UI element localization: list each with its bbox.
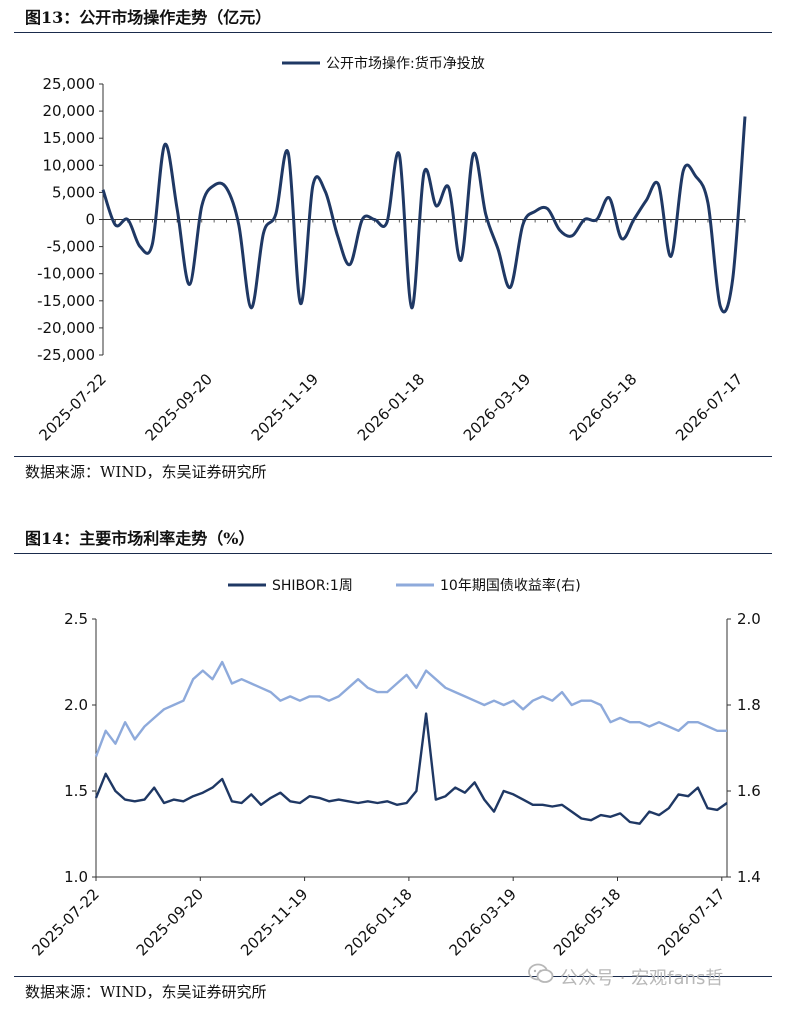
chart-legend: SHIBOR:1周 10年期国债收益率(右) xyxy=(228,577,581,594)
y2-tick-label: 2.0 xyxy=(737,610,761,628)
x-tick-label: 2026-01-18 xyxy=(354,370,428,444)
y-tick-label: -5,000 xyxy=(47,238,95,256)
x-tick-label: 2025-09-20 xyxy=(142,370,216,444)
y-tick-label: -20,000 xyxy=(37,319,95,337)
y-tick-label: -15,000 xyxy=(37,292,95,310)
x-tick-label: 2026-07-17 xyxy=(672,370,746,444)
fig14-bottom-rule xyxy=(14,976,772,977)
y2-tick-label: 1.8 xyxy=(737,696,761,714)
fig13-top-rule xyxy=(14,32,772,33)
x-tick-label: 2025-11-19 xyxy=(248,370,322,444)
x-tick-label: 2026-05-18 xyxy=(550,885,624,959)
y-tick-label: 10,000 xyxy=(43,156,96,174)
chart-legend: 公开市场操作:货币净投放 xyxy=(282,55,485,72)
series-line xyxy=(94,660,727,758)
y-tick-label: 0 xyxy=(85,211,95,229)
y-tick-label: 20,000 xyxy=(43,102,96,120)
fig14-title: 图14：主要市场利率走势（%） xyxy=(25,529,255,548)
y-tick-label: 1.5 xyxy=(64,782,88,800)
y-tick-label: 2.5 xyxy=(64,610,88,628)
x-tick-label: 2026-07-17 xyxy=(654,885,728,959)
legend-label: 10年期国债收益率(右) xyxy=(440,577,581,594)
y-tick-label: 2.0 xyxy=(64,696,88,714)
x-tick-label: 2026-03-19 xyxy=(460,370,534,444)
y-tick-label: -10,000 xyxy=(37,265,95,283)
y-tick-label: 1.0 xyxy=(64,868,88,886)
watermark-text: 公众号 · 宏观fans哲 xyxy=(560,967,724,989)
x-tick-label: 2025-11-19 xyxy=(237,885,311,959)
x-tick-label: 2026-03-19 xyxy=(446,885,520,959)
series-line xyxy=(101,116,747,314)
y2-tick-label: 1.4 xyxy=(737,868,761,886)
fig14-source: 数据来源：WIND，东吴证券研究所 xyxy=(25,983,267,1001)
x-tick-label: 2026-01-18 xyxy=(341,885,415,959)
wechat-icon xyxy=(528,963,554,990)
y-tick-label: 15,000 xyxy=(43,129,96,147)
fig13-bottom-rule xyxy=(14,456,772,457)
x-tick-label: 2025-07-22 xyxy=(35,370,109,444)
x-tick-label: 2025-07-22 xyxy=(28,885,102,959)
x-tick-label: 2026-05-18 xyxy=(566,370,640,444)
y-tick-label: -25,000 xyxy=(37,346,95,364)
x-tick-label: 2025-09-20 xyxy=(133,885,207,959)
fig13-source: 数据来源：WIND，东吴证券研究所 xyxy=(25,463,267,481)
series-line xyxy=(94,712,728,825)
fig13-chart: 公开市场操作:货币净投放 -25,000 -20,000 -15,000 -10,000… xyxy=(35,55,747,444)
fig14-chart: SHIBOR:1周 10年期国债收益率(右) 1.0 1.5 2.0 2.5 1.4 1.6 1… xyxy=(28,577,761,959)
y-tick-label: 5,000 xyxy=(52,183,95,201)
fig14-top-rule xyxy=(14,553,772,554)
legend-label: SHIBOR:1周 xyxy=(272,578,353,594)
y2-tick-label: 1.6 xyxy=(737,782,761,800)
watermark: 公众号 · 宏观fans哲 xyxy=(528,963,723,990)
legend-label: 公开市场操作:货币净投放 xyxy=(326,55,485,72)
y-tick-label: 25,000 xyxy=(43,75,96,93)
fig13-title: 图13：公开市场操作走势（亿元） xyxy=(25,8,272,27)
